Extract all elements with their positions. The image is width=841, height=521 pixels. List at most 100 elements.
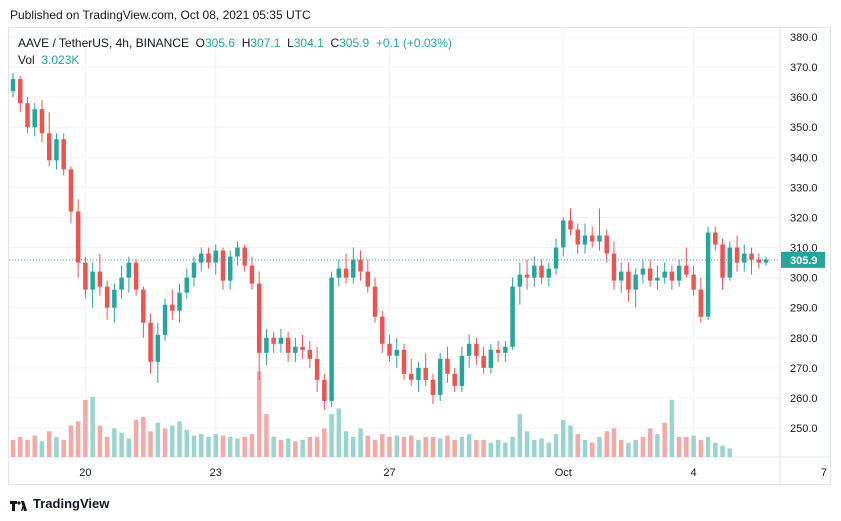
candle-body [618,271,624,281]
candle-body [568,220,573,230]
candle-body [235,247,240,257]
candle-body [314,358,320,380]
candle-body [10,79,16,92]
candle-body [39,109,45,134]
volume-bar [61,439,66,457]
candle-body [561,220,566,248]
candle-body [25,103,30,128]
volume-bar [532,439,537,457]
volume-bar [191,435,197,457]
volume-bar [358,428,363,457]
volume-bar [184,429,190,457]
candle-body [669,271,675,281]
volume-bar [437,438,443,457]
candle-body [691,274,696,290]
volume-bar [46,431,52,457]
candle-body [271,337,276,344]
candle-body [394,349,399,356]
price-tick-label: 380.0 [790,32,818,44]
footer-brand[interactable]: TradingView [10,496,109,511]
candle-body [459,355,465,386]
candle-body [423,367,428,380]
candle-body [488,349,494,368]
candle-body [264,337,269,353]
candle-body [626,271,631,290]
candle-body [336,268,342,278]
legend-symbol[interactable]: AAVE / TetherUS, 4h, BINANCE [18,36,189,50]
price-tick-label: 270.0 [790,363,818,375]
volume-bar [466,434,472,457]
candle-body [133,262,139,290]
candle-body [655,277,660,281]
candle-body [452,373,457,386]
volume-bar [720,445,725,457]
volume-bar [698,439,704,457]
published-note: Published on TradingView.com, Oct 08, 20… [10,8,311,22]
candle-body [54,139,59,161]
time-tick-label: 20 [79,467,91,479]
chart-frame [8,27,831,485]
volume-bar [227,437,233,457]
legend-vol-label[interactable]: Vol [18,53,35,67]
time-tick-label: 7 [821,467,827,479]
candle-body [148,322,153,362]
candle-body [199,253,204,263]
volume-bar [575,434,580,457]
candle-body [256,283,262,353]
volume-bar [510,437,515,457]
price-tick-label: 360.0 [790,92,818,104]
price-tick-label: 300.0 [790,273,818,285]
volume-bar [162,428,168,457]
candle-body [75,211,81,263]
candle-body [242,247,247,266]
candle-body [437,358,443,395]
volume-bar [684,437,689,457]
volume-bar [481,439,486,457]
volume-bar [336,408,342,457]
candle-body [46,133,52,161]
volume-bar [235,438,240,457]
volume-bar [104,437,110,457]
time-tick-label: 27 [383,467,395,479]
candle-body [481,355,486,368]
candle-body [141,289,146,323]
volume-bar [553,434,559,457]
volume-bar [430,437,436,457]
volume-bar [249,434,255,457]
volume-bar [640,437,646,457]
volume-bar [293,441,298,457]
volume-bar [546,442,552,457]
candle-body [582,235,588,245]
candle-body [104,286,110,308]
volume-bar [256,371,262,457]
candle-body [119,277,124,290]
volume-bar [126,438,132,457]
price-tick-label: 330.0 [790,182,818,194]
volume-bar [604,431,609,457]
candle-body [503,346,508,353]
time-tick-label: Oct [555,467,572,479]
volume-bar [445,435,450,457]
volume-bar [17,437,23,457]
candle-body [553,247,559,269]
candle-body [227,256,233,281]
candle-body [408,373,414,380]
price-tick-label: 290.0 [790,303,818,315]
candle-body [126,262,132,278]
candle-body [763,259,769,263]
volume-bar [133,419,139,457]
price-tick-label: 250.0 [790,423,818,435]
volume-bar [307,437,313,457]
volume-bar [517,414,523,457]
candle-body [343,268,349,278]
candle-body [249,265,255,284]
candle-body [662,271,667,278]
volume-bar [68,425,74,457]
candle-body [532,265,537,278]
volume-bar [220,435,226,457]
volume-bar [54,437,59,457]
candle-body [640,268,646,275]
candle-body [445,358,450,374]
candle-body [684,265,689,275]
